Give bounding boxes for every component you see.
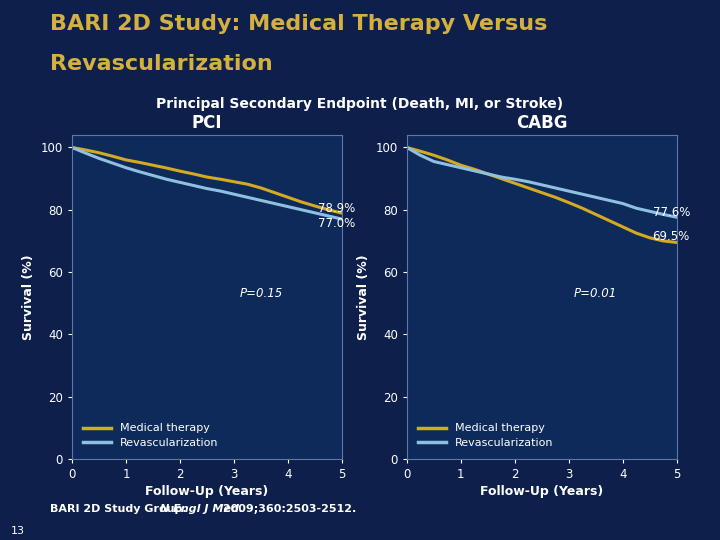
Text: 77.6%: 77.6% (652, 206, 690, 219)
Text: BARI 2D Study: Medical Therapy Versus: BARI 2D Study: Medical Therapy Versus (50, 14, 548, 33)
Y-axis label: Survival (%): Survival (%) (22, 254, 35, 340)
Text: P=0.15: P=0.15 (239, 287, 283, 300)
Text: N Engl J Med.: N Engl J Med. (160, 504, 243, 514)
Text: 13: 13 (11, 525, 24, 536)
Legend: Medical therapy, Revascularization: Medical therapy, Revascularization (413, 418, 559, 454)
Legend: Medical therapy, Revascularization: Medical therapy, Revascularization (78, 418, 224, 454)
Y-axis label: Survival (%): Survival (%) (357, 254, 370, 340)
Text: Principal Secondary Endpoint (Death, MI, or Stroke): Principal Secondary Endpoint (Death, MI,… (156, 97, 564, 111)
Title: CABG: CABG (516, 114, 567, 132)
Text: 77.0%: 77.0% (318, 217, 355, 230)
Text: Revascularization: Revascularization (50, 54, 273, 74)
Title: PCI: PCI (192, 114, 222, 132)
Text: P=0.01: P=0.01 (574, 287, 618, 300)
Text: BARI 2D Study Group.: BARI 2D Study Group. (50, 504, 191, 514)
Text: 2009;360:2503-2512.: 2009;360:2503-2512. (219, 504, 356, 514)
Text: 69.5%: 69.5% (652, 230, 690, 243)
X-axis label: Follow-Up (Years): Follow-Up (Years) (145, 485, 269, 498)
X-axis label: Follow-Up (Years): Follow-Up (Years) (480, 485, 603, 498)
Text: 78.9%: 78.9% (318, 202, 355, 215)
